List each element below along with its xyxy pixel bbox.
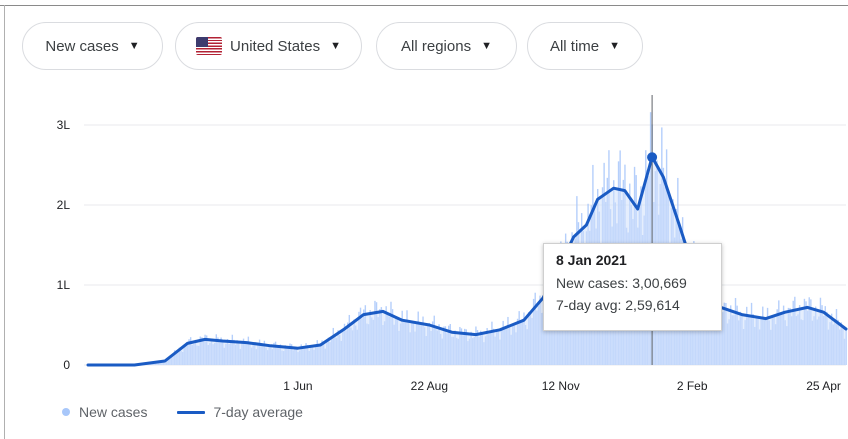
- frame-top-border: [0, 5, 848, 6]
- us-flag-icon: [196, 37, 223, 55]
- x-axis-labels: 1 Jun 22 Aug 12 Nov 2 Feb 25 Apr: [283, 379, 841, 393]
- metric-dropdown-label: New cases: [45, 37, 119, 55]
- tooltip-new-cases: New cases: 3,00,669: [556, 275, 687, 291]
- y-tick-label: 1L: [57, 278, 71, 292]
- data-tooltip: 8 Jan 2021 New cases: 3,00,669 7-day avg…: [543, 243, 722, 331]
- period-dropdown-label: All time: [549, 37, 600, 55]
- region-dropdown[interactable]: All regions ▼: [376, 22, 517, 70]
- caret-down-icon: ▼: [609, 39, 621, 52]
- y-tick-label: 3L: [57, 118, 71, 132]
- y-tick-label: 2L: [57, 198, 71, 212]
- average-line-icon: [177, 410, 206, 414]
- chart-legend: New cases 7-day average: [62, 402, 303, 422]
- caret-down-icon: ▼: [481, 39, 492, 52]
- region-dropdown-label: All regions: [401, 37, 472, 55]
- x-tick-label: 2 Feb: [677, 379, 708, 393]
- x-tick-label: 1 Jun: [283, 379, 312, 393]
- new-cases-dot-icon: [62, 408, 70, 416]
- period-dropdown[interactable]: All time ▼: [527, 22, 643, 70]
- country-dropdown[interactable]: United States ▼: [175, 22, 362, 70]
- x-tick-label: 25 Apr: [806, 379, 841, 393]
- y-tick-label: 0: [63, 358, 70, 372]
- caret-down-icon: ▼: [128, 39, 140, 52]
- country-dropdown-label: United States: [230, 37, 321, 55]
- caret-down-icon: ▼: [330, 39, 341, 52]
- frame-left-border: [4, 5, 5, 439]
- legend-average-label: 7-day average: [213, 404, 303, 420]
- daily-cases-bar: [845, 330, 847, 365]
- x-tick-label: 22 Aug: [411, 379, 448, 393]
- metric-dropdown[interactable]: New cases ▼: [22, 22, 163, 70]
- tooltip-date: 8 Jan 2021: [556, 252, 627, 268]
- legend-new-cases-label: New cases: [79, 404, 148, 420]
- tooltip-average: 7-day avg: 2,59,614: [556, 297, 680, 313]
- x-tick-label: 12 Nov: [542, 379, 580, 393]
- y-axis-labels: 0 1L 2L 3L: [57, 118, 71, 372]
- highlight-point: [647, 152, 658, 163]
